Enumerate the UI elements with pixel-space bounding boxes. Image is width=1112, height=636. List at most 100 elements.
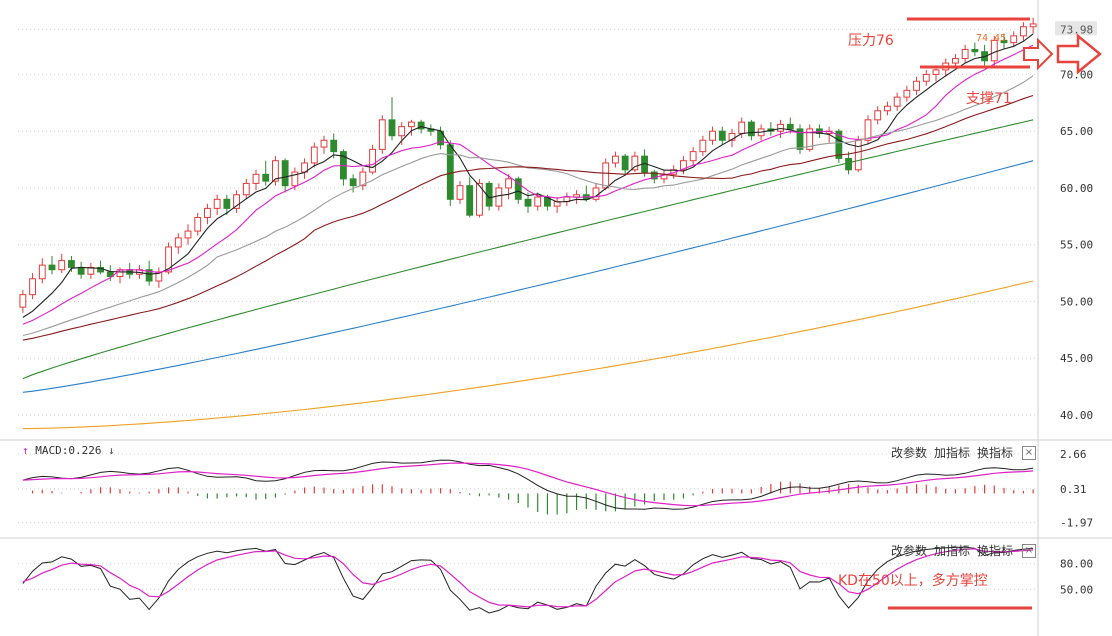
candle-body [835,130,843,159]
candle-body [388,119,396,137]
current-price-marker [1055,21,1097,36]
ma-line-ma20 [22,75,1034,337]
macd-tick-label: -1.97 [1060,517,1093,530]
candle-body [252,173,260,184]
candle-body [466,185,474,216]
resistance-annotation: 压力76 [848,33,894,49]
candle-body [592,187,600,200]
macd-switch-indicator-button[interactable]: 换指标 [977,446,1014,460]
candle-body [728,132,736,141]
right-arrow-icon [1056,33,1102,75]
candle-body [699,139,707,153]
candle-body [806,128,814,150]
candle-body [495,187,503,207]
candle-body [48,264,56,271]
price-tick-label: 70.00 [1060,68,1093,81]
candle-body [903,89,911,98]
candle-body [213,198,221,209]
candle-body [19,294,27,308]
candle-body [446,144,454,200]
candle-body [233,194,240,209]
candle-body [1010,35,1018,44]
candle-body [534,196,542,207]
candle-body [145,269,153,282]
candle-body [174,237,182,248]
candle-body [330,139,338,153]
price-tick-label: 65.00 [1060,125,1093,138]
candle-body [476,182,483,216]
candle-body [874,110,882,121]
ma-line-ma120 [22,160,1034,393]
kd-annotation: KD在50以上，多方掌控 [838,573,988,589]
candle-body [77,266,85,275]
macd-add-indicator-button[interactable]: 加指标 [934,446,971,460]
kd-close-icon[interactable]: × [1022,544,1036,558]
price-tick-label: 40.00 [1060,409,1093,422]
candle-body [320,139,328,148]
macd-close-icon[interactable]: × [1022,446,1036,460]
macd-params-button[interactable]: 改参数 [891,446,928,460]
candle-body [573,194,580,198]
kd-d-line [22,548,1034,608]
candle-body [68,260,75,268]
candle-body [689,151,697,162]
candle-body [748,121,755,137]
candle-body [378,119,386,150]
macd-tick-label: 2.66 [1060,448,1087,461]
candle-body [524,198,532,207]
candle-body [1029,23,1037,28]
candle-body [864,119,872,141]
kd-add-indicator-button[interactable]: 加指标 [934,544,971,558]
candle-body [369,148,376,173]
right-arrow-icon [1023,37,1054,71]
kd-tick-label: 80.00 [1060,558,1093,571]
kd-tick-label: 50.00 [1060,583,1093,596]
kd-switch-indicator-button[interactable]: 换指标 [977,544,1014,558]
candle-body [165,246,172,273]
candle-body [913,80,920,91]
candle-body [1020,26,1027,37]
macd-tick-label: 0.31 [1060,483,1087,496]
candle-body [621,155,629,171]
ma-line-ma10 [22,44,1034,325]
candle-body [29,278,36,296]
candle-body [961,48,969,60]
candle-body [456,185,464,200]
last-price-label: 74.45 [976,33,1007,44]
candle-body [310,146,318,164]
candle-body [1000,39,1008,44]
candle-body [194,216,202,232]
macd-dea-line [22,462,1034,507]
candle-body [262,173,270,182]
candle-body [932,69,940,75]
ma-line-ma30 [22,94,1034,341]
candle-body [204,207,211,218]
price-tick-label: 55.00 [1060,239,1093,252]
candle-body [786,123,794,130]
candle-body [680,160,687,171]
up-arrow-icon: ↑ [22,444,29,457]
candle-body [796,128,804,150]
candle-body [602,162,610,189]
kd-k-line [22,546,1034,614]
candle-body [631,155,639,171]
candle-body [505,178,512,189]
macd-label: ↑ MACD:0.226 ↓ [22,444,115,457]
candle-body [359,171,367,187]
candle-body [650,171,658,180]
candle-body [223,198,231,209]
candle-body [709,130,716,141]
macd-value: MACD:0.226 [35,444,102,457]
candle-body [884,105,891,112]
candle-body [417,121,425,130]
kd-params-button[interactable]: 改参数 [891,544,928,558]
price-tick-label: 45.00 [1060,352,1093,365]
candle-body [398,126,406,137]
ma-line-ma250 [22,280,1034,430]
candle-body [514,178,522,200]
candle-body [612,155,619,164]
candle-body [58,260,66,271]
price-tick-label: 73.98 [1060,23,1093,36]
price-tick-label: 50.00 [1060,295,1093,308]
